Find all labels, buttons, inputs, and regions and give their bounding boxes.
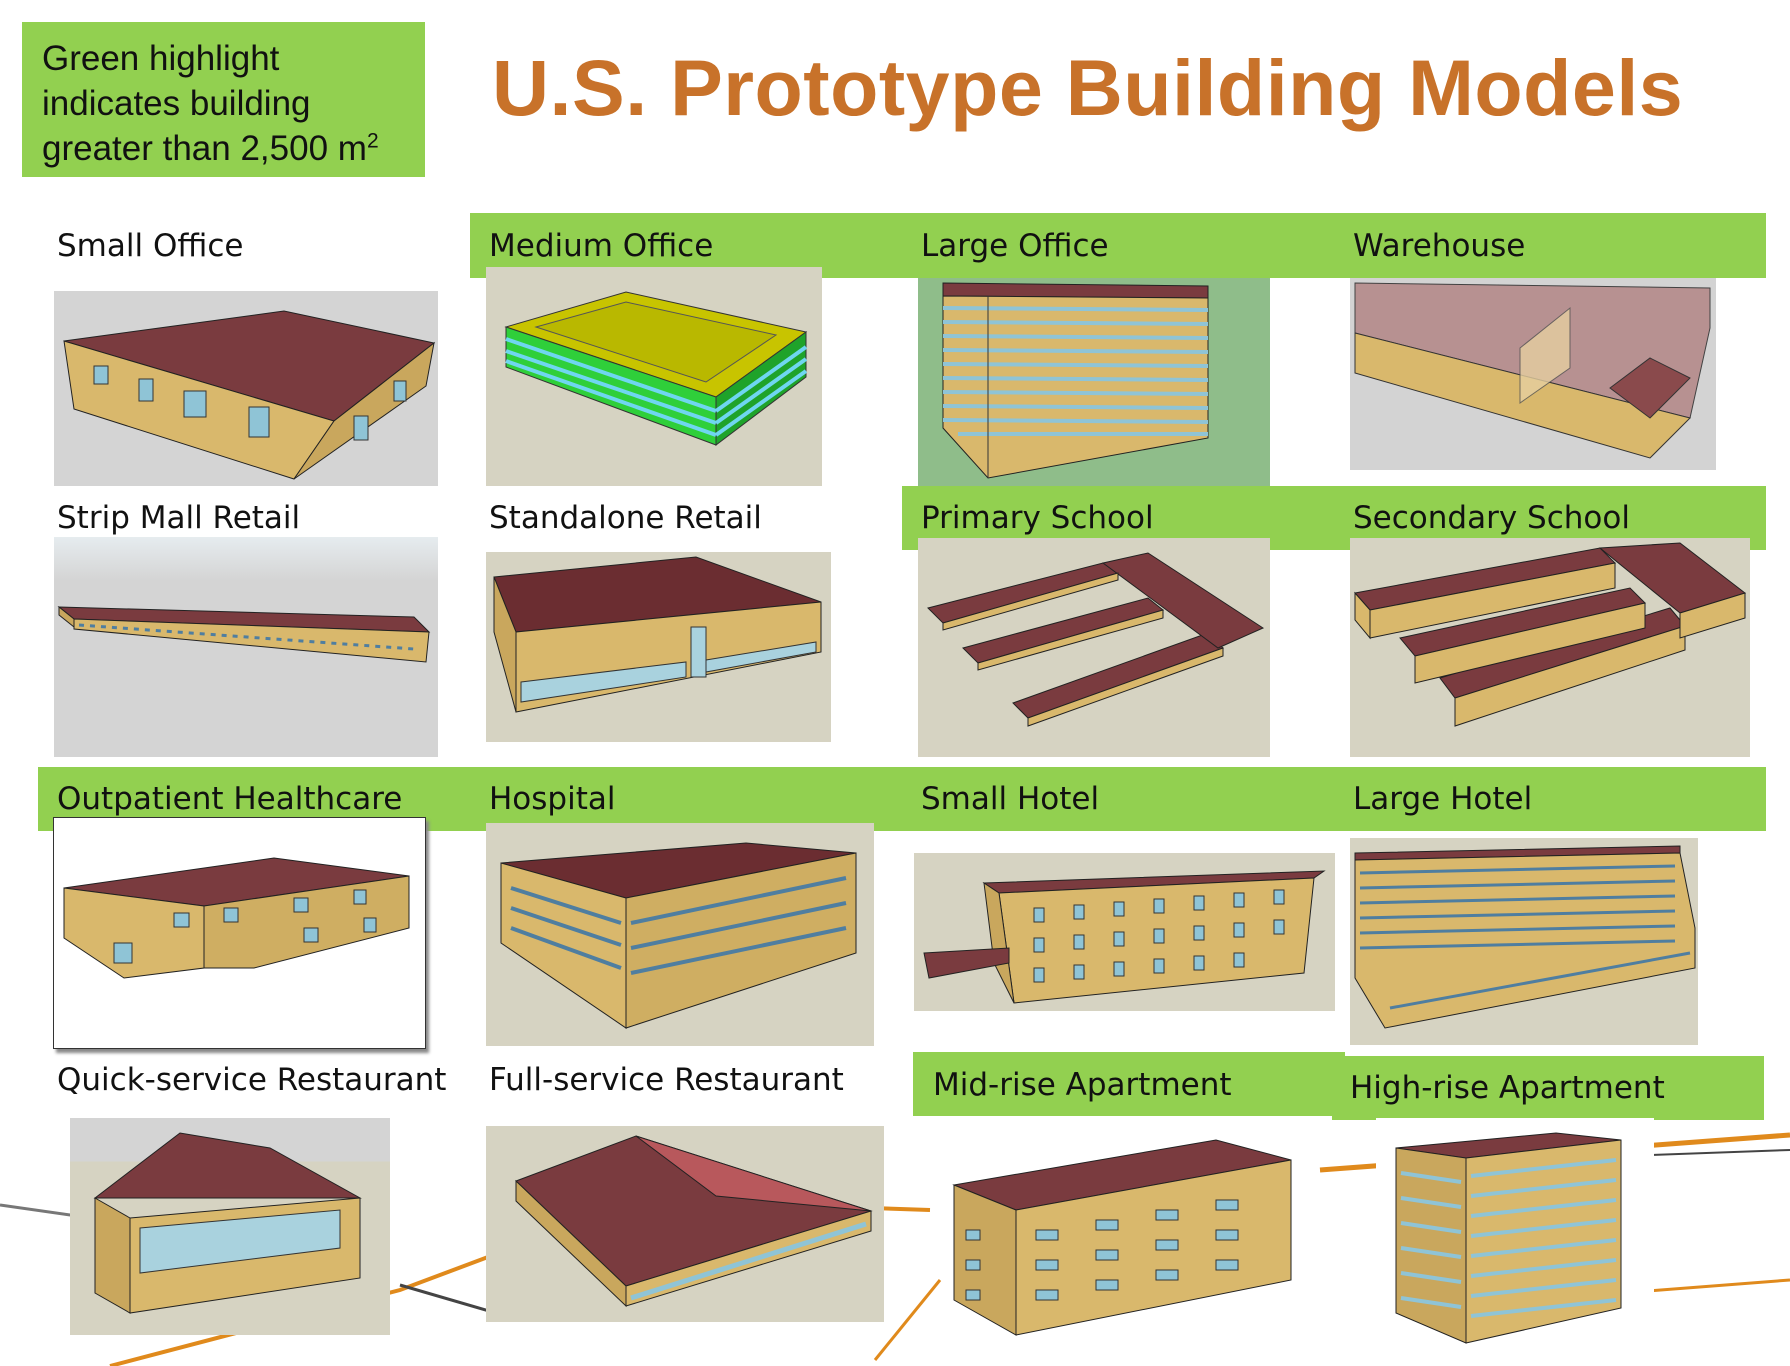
label-strip-mall-retail: Strip Mall Retail: [57, 500, 301, 536]
outpatient-healthcare-image: [53, 817, 426, 1049]
label-large-office: Large Office: [921, 228, 1109, 264]
label-outpatient-healthcare: Outpatient Healthcare: [57, 781, 403, 817]
strip-mall-retail-image: [54, 537, 438, 757]
hospital-image: [486, 823, 874, 1046]
legend-superscript: 2: [366, 129, 379, 153]
standalone-retail-image: [486, 552, 831, 742]
full-service-restaurant-image: [486, 1126, 884, 1322]
large-office-image: [918, 278, 1270, 486]
highlight-band-row4a: [913, 1052, 1345, 1116]
label-mid-rise-apartment: Mid-rise Apartment: [933, 1067, 1232, 1103]
mid-rise-apartment-image: [946, 1130, 1301, 1338]
label-warehouse: Warehouse: [1353, 228, 1526, 264]
small-hotel-image: [914, 853, 1335, 1011]
medium-office-image: [486, 267, 822, 486]
label-high-rise-apartment: High-rise Apartment: [1350, 1070, 1665, 1106]
label-standalone-retail: Standalone Retail: [489, 500, 762, 536]
label-small-office: Small Office: [57, 228, 244, 264]
label-medium-office: Medium Office: [489, 228, 714, 264]
page-title: U.S. Prototype Building Models: [492, 43, 1684, 132]
label-quick-service-restaurant: Quick-service Restaurant: [57, 1062, 447, 1098]
legend-box: Green highlight indicates building great…: [22, 22, 425, 177]
primary-school-image: [918, 538, 1270, 757]
warehouse-image: [1350, 278, 1716, 470]
label-small-hotel: Small Hotel: [921, 781, 1100, 817]
quick-service-restaurant-image: [70, 1118, 390, 1335]
label-full-service-restaurant: Full-service Restaurant: [489, 1062, 844, 1098]
label-large-hotel: Large Hotel: [1353, 781, 1533, 817]
label-hospital: Hospital: [489, 781, 616, 817]
label-primary-school: Primary School: [921, 500, 1154, 536]
label-secondary-school: Secondary School: [1353, 500, 1630, 536]
highlight-band-row4b: [1332, 1056, 1764, 1120]
small-office-image: [54, 291, 438, 486]
legend-text: Green highlight indicates building great…: [42, 39, 367, 168]
high-rise-apartment-image: [1376, 1118, 1654, 1348]
secondary-school-image: [1350, 538, 1750, 757]
large-hotel-image: [1350, 838, 1698, 1045]
